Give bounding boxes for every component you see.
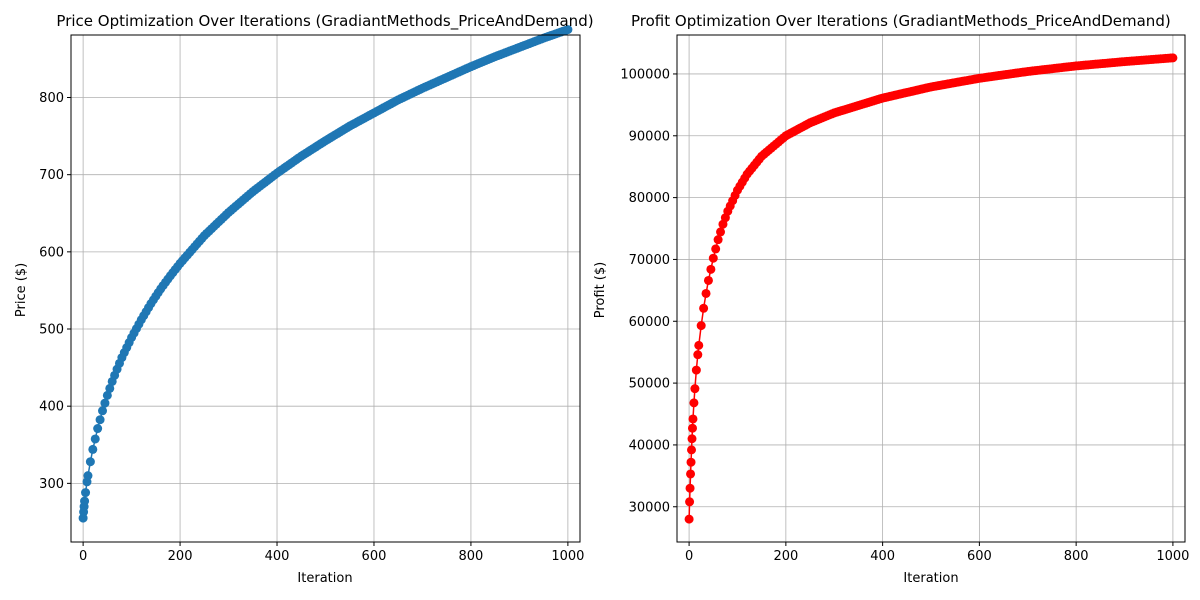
profit-y-tick-label: 60000 — [629, 315, 670, 330]
profit-data-point — [701, 288, 711, 298]
profit-y-tick-label: 90000 — [629, 129, 670, 144]
profit-y-tick-label: 80000 — [629, 191, 670, 206]
profit-data-point — [689, 398, 699, 408]
profit-y-tick-label: 40000 — [629, 438, 670, 453]
profit-data-point — [694, 340, 704, 350]
profit-plot-frame — [676, 34, 1186, 543]
profit-x-tick-label: 600 — [967, 549, 992, 564]
profit-data-point — [711, 244, 721, 254]
price-data-point — [100, 398, 110, 408]
profit-data-point — [1168, 53, 1178, 63]
price-data-point — [93, 424, 103, 434]
price-plot-area: 0 200 400 600 800 1000 300 400 500 600 700 800 — [39, 25, 584, 564]
profit-chart-title: Profit Optimization Over Iterations (Gra… — [631, 12, 1171, 31]
price-data-point — [95, 415, 105, 425]
price-y-tick-label: 600 — [39, 245, 64, 260]
price-data-point — [563, 25, 573, 35]
profit-data-point — [688, 414, 698, 424]
profit-data-point — [685, 483, 695, 493]
profit-x-tick-label: 0 — [685, 549, 693, 564]
price-plot-frame — [70, 34, 581, 543]
profit-data-point — [690, 384, 700, 394]
price-data-point — [80, 496, 90, 506]
price-chart-xlabel: Iteration — [297, 571, 352, 586]
price-x-tick-label: 1000 — [551, 549, 584, 564]
price-chart-title: Price Optimization Over Iterations (Grad… — [56, 12, 593, 31]
price-x-tick-label: 800 — [459, 549, 484, 564]
profit-data-point — [687, 445, 697, 455]
price-y-tick-label: 500 — [39, 323, 64, 338]
profit-y-tick-label: 70000 — [629, 253, 670, 268]
profit-data-point — [696, 321, 706, 331]
profit-data-point — [713, 235, 723, 245]
price-data-point — [102, 390, 112, 400]
price-data-point — [81, 488, 91, 498]
profit-x-tick-label: 400 — [870, 549, 895, 564]
profit-data-point — [693, 350, 703, 360]
profit-data-point — [684, 514, 694, 524]
profit-data-point — [686, 457, 696, 467]
profit-y-tick-label: 30000 — [629, 500, 670, 515]
profit-chart: 0 200 400 600 800 1000 30000 40000 50000 60000 700… — [593, 12, 1189, 586]
price-x-tick-label: 600 — [362, 549, 387, 564]
price-data-point — [88, 444, 98, 454]
profit-y-tick-label: 100000 — [620, 67, 670, 82]
price-x-tick-label: 400 — [265, 549, 290, 564]
profit-x-tick-label: 800 — [1064, 549, 1089, 564]
price-chart: 0 200 400 600 800 1000 300 400 500 600 700 800 Pric… — [14, 12, 594, 586]
price-data-point — [83, 471, 93, 481]
profit-x-tick-label: 1000 — [1156, 549, 1189, 564]
profit-data-point — [685, 497, 695, 507]
profit-chart-xlabel: Iteration — [903, 571, 958, 586]
price-y-tick-label: 700 — [39, 168, 64, 183]
price-chart-ylabel: Price ($) — [14, 263, 29, 317]
profit-data-point — [687, 434, 697, 444]
profit-data-point — [708, 253, 718, 263]
profit-series — [684, 53, 1178, 524]
price-y-tick-label: 300 — [39, 477, 64, 492]
profit-data-point — [691, 365, 701, 375]
profit-y-tick-label: 50000 — [629, 377, 670, 392]
profit-plot-area: 0 200 400 600 800 1000 30000 40000 50000 60000 700… — [620, 34, 1189, 564]
price-series — [78, 25, 573, 523]
profit-data-point — [699, 303, 709, 313]
price-data-point — [90, 434, 100, 444]
profit-data-point — [716, 227, 726, 237]
profit-data-point — [706, 264, 716, 274]
profit-data-point — [703, 275, 713, 285]
profit-chart-ylabel: Profit ($) — [593, 262, 608, 318]
price-data-point — [85, 457, 95, 467]
price-y-tick-label: 400 — [39, 400, 64, 415]
price-x-tick-label: 0 — [79, 549, 87, 564]
price-y-tick-label: 800 — [39, 91, 64, 106]
price-data-point — [98, 406, 108, 416]
profit-data-point — [687, 423, 697, 433]
price-x-tick-label: 200 — [168, 549, 193, 564]
profit-data-point — [686, 469, 696, 479]
profit-x-tick-label: 200 — [773, 549, 798, 564]
price-data-point — [105, 383, 115, 393]
